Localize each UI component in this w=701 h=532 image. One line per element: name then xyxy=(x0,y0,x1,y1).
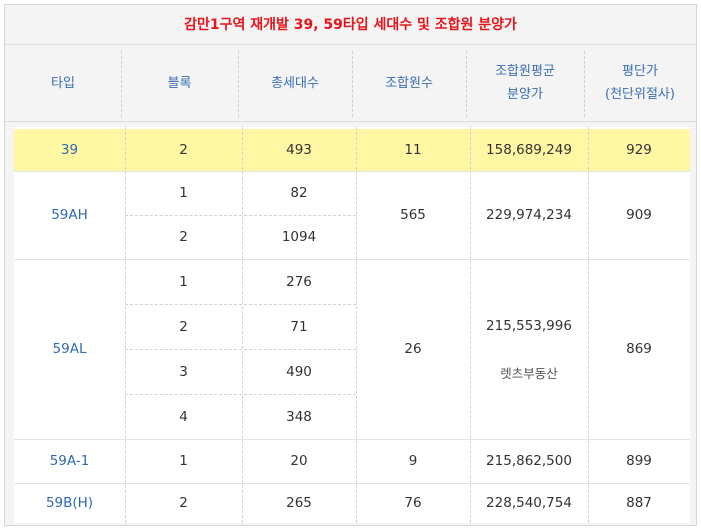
units-cell: 1094 xyxy=(281,229,317,245)
row-separator xyxy=(14,483,690,484)
highlight-row-background xyxy=(14,129,690,171)
units-cell: 493 xyxy=(286,142,312,158)
units-cell: 82 xyxy=(290,185,308,201)
header-total-units: 총세대수 xyxy=(271,75,319,91)
header-divider xyxy=(352,51,353,117)
pyeong-cell: 929 xyxy=(626,142,652,158)
header-divider xyxy=(121,51,122,117)
price-cell: 229,974,234 xyxy=(486,207,572,223)
price-cell: 228,540,754 xyxy=(486,495,572,511)
members-cell: 11 xyxy=(404,142,422,158)
header-divider xyxy=(584,51,585,117)
pyeong-cell: 869 xyxy=(626,341,652,357)
header-members: 조합원수 xyxy=(385,75,433,91)
column-divider xyxy=(470,127,471,523)
type-59ah: 59AH xyxy=(51,207,88,223)
units-cell: 348 xyxy=(286,408,312,425)
table-body: 39 2 493 11 158,689,249 929 59AH 1 2 82 … xyxy=(14,127,690,523)
type-39: 39 xyxy=(60,142,79,158)
type-59al: 59AL xyxy=(52,341,87,357)
pyeong-cell: 899 xyxy=(626,453,652,469)
table-header: 타입 블록 총세대수 조합원수 조합원평균 분양가 평단가 (천단위절사) xyxy=(5,45,696,122)
pyeong-cell: 887 xyxy=(626,495,652,511)
block-cell: 3 xyxy=(179,363,188,380)
units-cell: 265 xyxy=(286,495,312,511)
block-cell: 2 xyxy=(179,495,188,511)
row-divider xyxy=(125,394,356,395)
header-block: 블록 xyxy=(167,75,192,91)
block-cell: 1 xyxy=(179,185,188,201)
members-cell: 76 xyxy=(404,495,422,511)
row-separator xyxy=(14,171,690,172)
units-cell: 490 xyxy=(286,363,312,380)
column-divider xyxy=(588,127,589,523)
row-divider xyxy=(125,349,356,350)
units-cell: 20 xyxy=(290,453,308,469)
members-cell: 26 xyxy=(404,341,422,357)
watermark-note: 렛츠부동산 xyxy=(500,365,558,381)
column-divider xyxy=(125,127,126,523)
members-cell: 565 xyxy=(400,207,426,223)
units-cell: 71 xyxy=(290,318,308,335)
type-59a-1: 59A-1 xyxy=(49,453,90,469)
block-cell: 2 xyxy=(179,318,188,335)
header-divider xyxy=(466,51,467,117)
price-cell: 158,689,249 xyxy=(486,142,572,158)
column-divider xyxy=(242,127,243,523)
row-separator xyxy=(14,259,690,260)
block-cell: 4 xyxy=(179,408,188,425)
block-cell: 2 xyxy=(179,229,188,245)
header-divider xyxy=(238,51,239,117)
block-cell: 1 xyxy=(179,453,188,469)
header-avg-price: 조합원평균 분양가 xyxy=(495,64,555,102)
price-cell: 215,862,500 xyxy=(486,453,572,469)
block-cell: 1 xyxy=(179,273,188,290)
column-divider xyxy=(356,127,357,523)
units-cell: 276 xyxy=(286,273,312,290)
pyeong-cell: 909 xyxy=(626,207,652,223)
block-cell: 2 xyxy=(179,142,188,158)
price-cell: 215,553,996 xyxy=(486,318,572,334)
header-pyeong-price: 평단가 (천단위절사) xyxy=(605,64,675,102)
type-59b-h: 59B(H) xyxy=(45,495,94,511)
table-frame: 감만1구역 재개발 39, 59타입 세대수 및 조합원 분양가 타입 블록 총… xyxy=(4,4,697,526)
header-type: 타입 xyxy=(51,75,75,91)
table-title: 감만1구역 재개발 39, 59타입 세대수 및 조합원 분양가 xyxy=(5,5,696,45)
row-separator xyxy=(14,439,690,440)
row-divider xyxy=(125,304,356,305)
row-divider xyxy=(125,215,356,216)
members-cell: 9 xyxy=(408,453,418,469)
